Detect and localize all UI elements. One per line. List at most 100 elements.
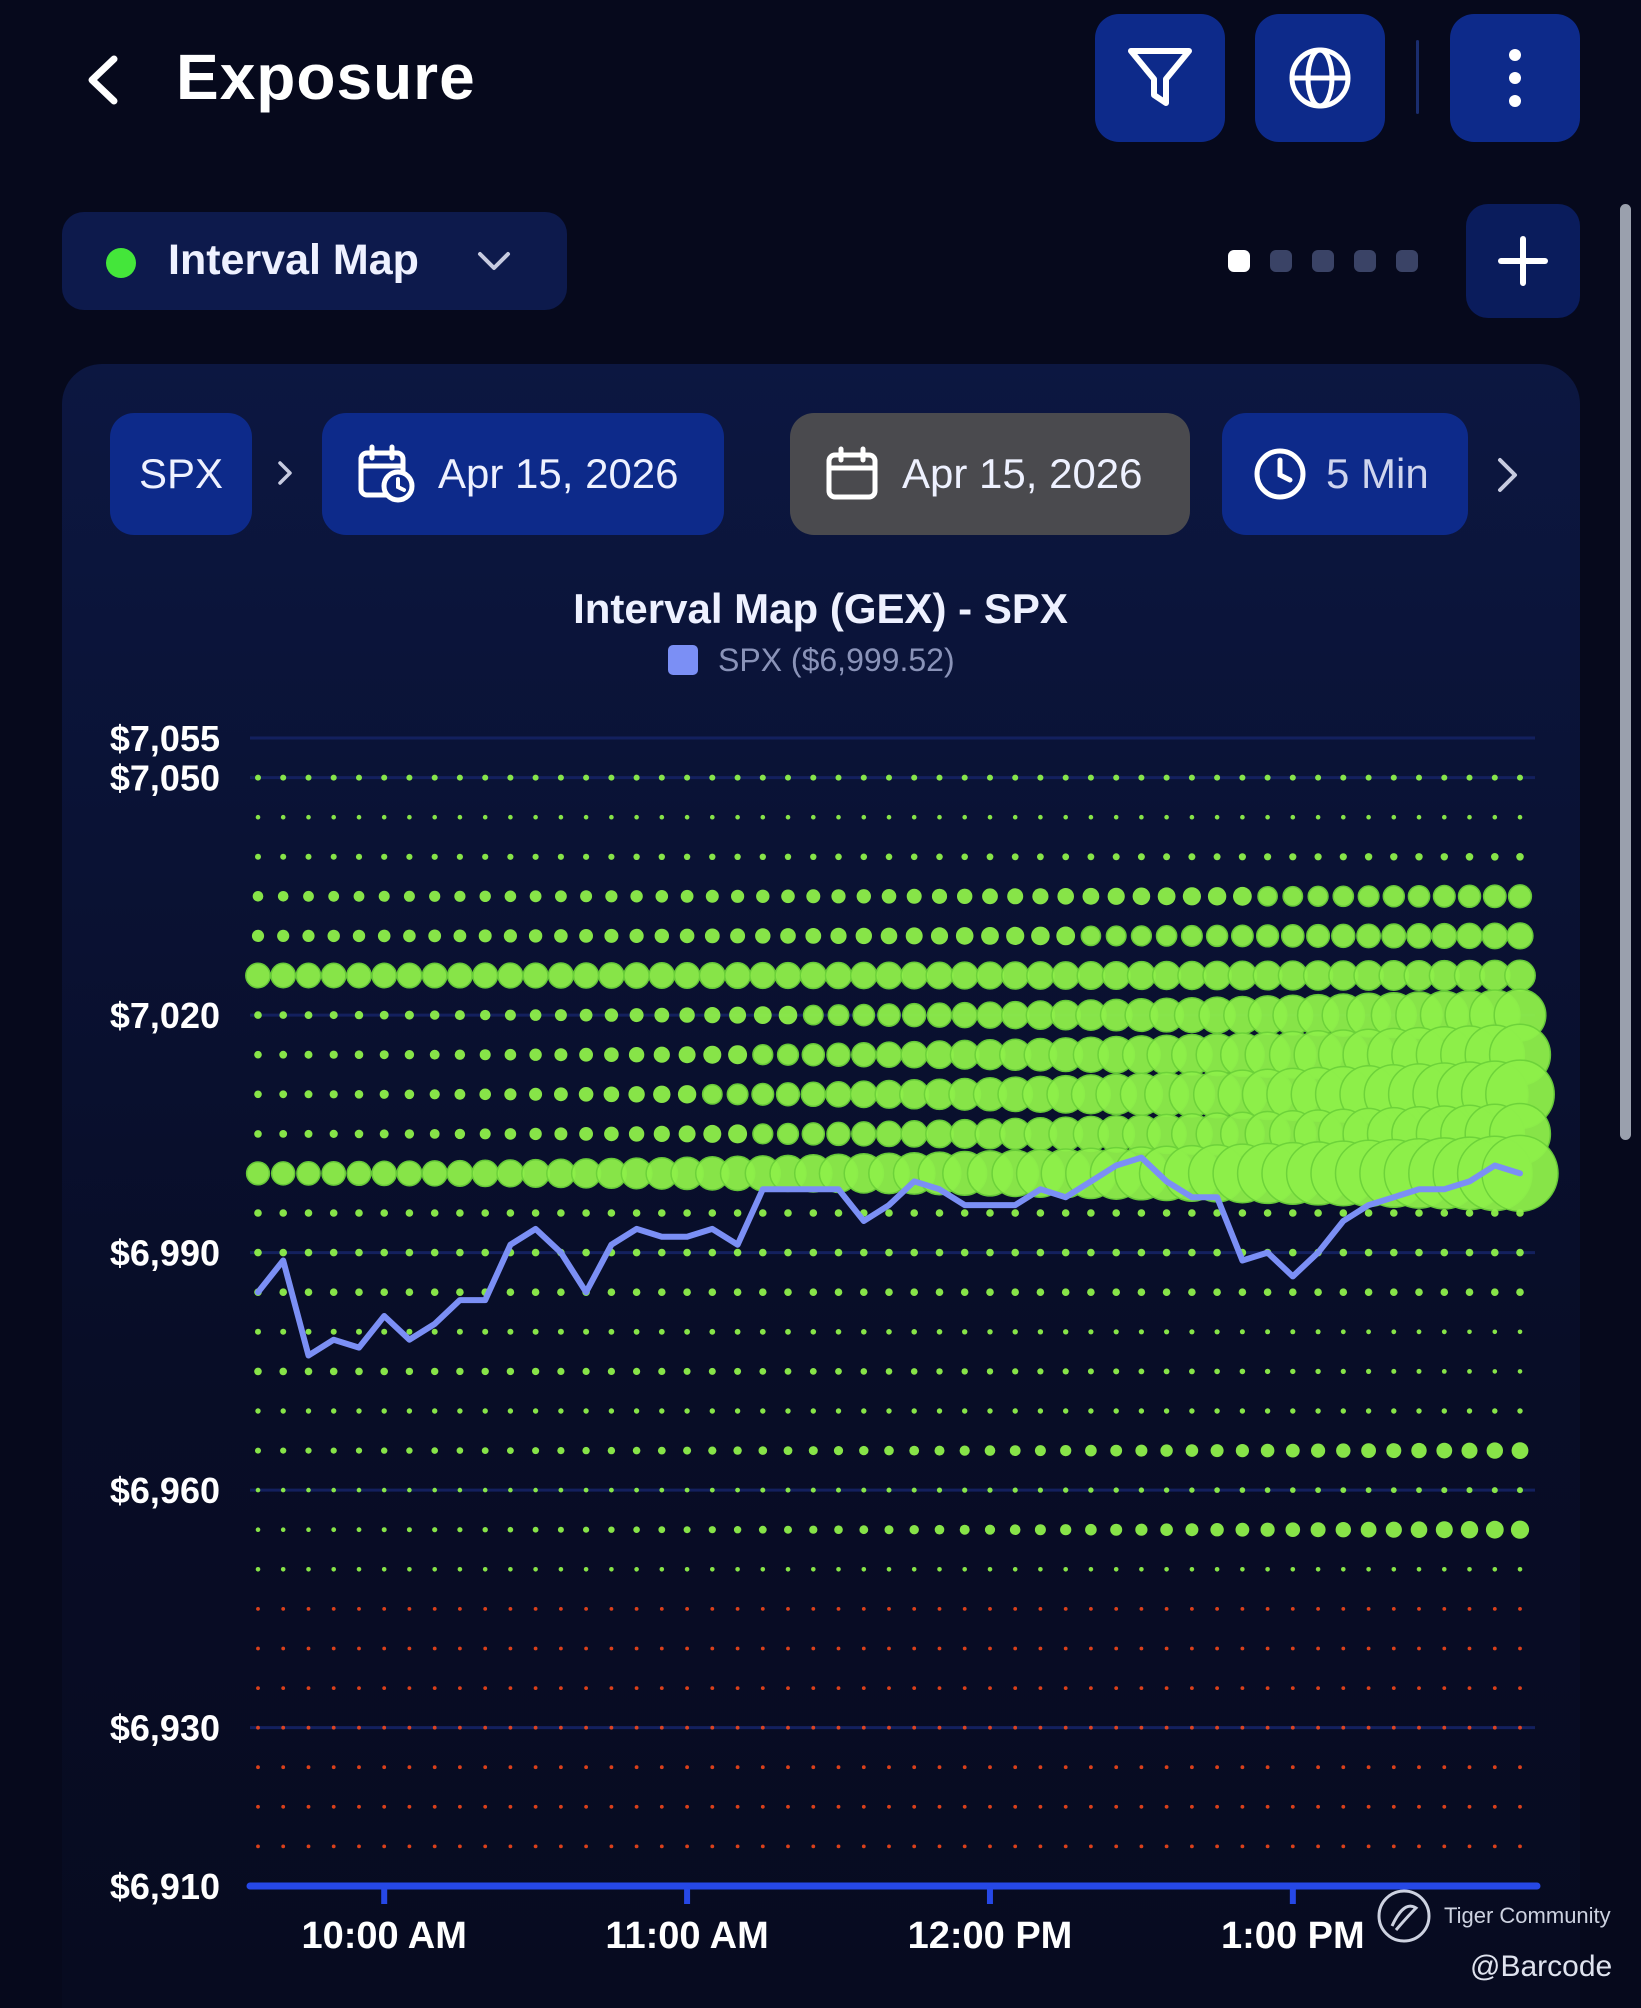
gex-bubble bbox=[584, 1646, 588, 1651]
gex-bubble bbox=[981, 927, 999, 945]
gex-bubble bbox=[1289, 1209, 1297, 1217]
gex-bubble bbox=[875, 961, 903, 990]
gex-bubble bbox=[1037, 1368, 1044, 1375]
page-dot[interactable] bbox=[1354, 250, 1376, 272]
start-date-chip[interactable]: Apr 15, 2026 bbox=[322, 413, 724, 535]
gex-bubble bbox=[875, 1120, 903, 1148]
gex-bubble bbox=[1164, 1686, 1169, 1690]
chevron-right-icon[interactable] bbox=[1490, 450, 1526, 500]
vertical-scrollbar[interactable] bbox=[1620, 204, 1631, 1140]
gex-bubble bbox=[1385, 1521, 1402, 1538]
gex-bubble bbox=[937, 814, 942, 820]
gex-bubble bbox=[482, 1527, 488, 1533]
gex-bubble bbox=[1213, 1209, 1221, 1217]
gex-bubble bbox=[1339, 1248, 1348, 1257]
gex-bubble bbox=[1062, 1368, 1069, 1375]
gex-bubble bbox=[1518, 1607, 1522, 1611]
filter-button[interactable] bbox=[1095, 14, 1225, 142]
gex-bubble bbox=[659, 1408, 665, 1414]
end-date-chip[interactable]: Apr 15, 2026 bbox=[790, 413, 1190, 535]
gex-bubble bbox=[1189, 814, 1195, 820]
gex-bubble bbox=[1063, 1567, 1068, 1572]
gex-bubble bbox=[679, 928, 695, 944]
gex-bubble bbox=[480, 1009, 491, 1021]
gex-bubble bbox=[784, 1288, 792, 1296]
gex-bubble bbox=[912, 1686, 917, 1690]
gex-bubble bbox=[1063, 1765, 1068, 1770]
gex-bubble bbox=[1213, 1248, 1221, 1257]
page-title: Exposure bbox=[176, 41, 476, 113]
gex-bubble bbox=[1013, 1725, 1018, 1730]
gex-bubble bbox=[912, 1844, 917, 1849]
gex-bubble bbox=[988, 1686, 992, 1690]
gex-bubble bbox=[987, 1567, 993, 1572]
gex-bubble bbox=[1263, 1288, 1272, 1296]
gex-bubble bbox=[1037, 1487, 1043, 1493]
symbol-chip[interactable]: SPX bbox=[110, 413, 252, 535]
gex-bubble bbox=[1110, 1444, 1123, 1457]
gex-bubble bbox=[1467, 1607, 1472, 1611]
gex-bubble bbox=[407, 1607, 412, 1611]
gex-bubble bbox=[950, 961, 979, 990]
gex-bubble bbox=[482, 853, 489, 860]
gex-bubble bbox=[331, 1607, 336, 1611]
gex-bubble bbox=[331, 1567, 337, 1572]
gex-bubble bbox=[988, 1646, 992, 1651]
gex-bubble bbox=[834, 1525, 843, 1534]
gex-bubble bbox=[1025, 1000, 1056, 1030]
gex-bubble bbox=[710, 1567, 715, 1572]
globe-button[interactable] bbox=[1255, 14, 1385, 142]
more-button[interactable] bbox=[1450, 14, 1580, 142]
gex-bubble bbox=[734, 1328, 741, 1335]
gex-bubble bbox=[1113, 774, 1120, 781]
gex-bubble bbox=[356, 1527, 362, 1533]
gex-bubble bbox=[836, 1765, 841, 1770]
gex-bubble bbox=[1227, 960, 1258, 991]
gex-bubble bbox=[479, 1128, 491, 1140]
gex-bubble bbox=[504, 1128, 517, 1140]
gex-bubble bbox=[431, 1367, 439, 1376]
gex-bubble bbox=[1331, 923, 1356, 949]
gex-bubble bbox=[887, 1686, 891, 1690]
chart-legend[interactable]: SPX ($6,999.52) bbox=[668, 642, 955, 678]
gex-bubble bbox=[454, 890, 466, 902]
page-dot[interactable] bbox=[1228, 250, 1250, 272]
back-button[interactable] bbox=[78, 45, 138, 115]
interval-chip[interactable]: 5 Min bbox=[1222, 413, 1468, 535]
gex-bubble bbox=[1189, 1567, 1195, 1572]
gex-bubble bbox=[1139, 1725, 1144, 1730]
page-dot[interactable] bbox=[1396, 250, 1418, 272]
page-dot[interactable] bbox=[1270, 250, 1292, 272]
gex-bubble bbox=[456, 853, 463, 860]
gex-bubble bbox=[1215, 1765, 1219, 1770]
gex-bubble bbox=[1063, 1646, 1068, 1651]
gex-bubble bbox=[1467, 1725, 1472, 1730]
gex-bubble bbox=[1157, 887, 1176, 906]
gex-bubble bbox=[634, 1686, 639, 1690]
gex-bubble bbox=[826, 1121, 851, 1147]
gex-bubble bbox=[684, 1328, 690, 1335]
gex-bubble bbox=[1061, 1248, 1070, 1257]
gex-bubble bbox=[1112, 1288, 1120, 1296]
gex-bubble bbox=[900, 961, 929, 990]
gex-bubble bbox=[1202, 960, 1232, 991]
gex-bubble bbox=[760, 1725, 765, 1730]
gex-bubble bbox=[760, 1844, 765, 1849]
gex-bubble bbox=[281, 1844, 286, 1849]
gex-bubble bbox=[1492, 1844, 1497, 1849]
gex-bubble bbox=[508, 1487, 513, 1493]
gex-bubble bbox=[634, 1765, 639, 1770]
gex-bubble bbox=[760, 1408, 766, 1414]
gex-bubble bbox=[825, 1080, 852, 1108]
gex-bubble bbox=[584, 1765, 588, 1770]
gex-bubble bbox=[1517, 774, 1523, 781]
gex-bubble bbox=[710, 814, 715, 820]
add-button[interactable] bbox=[1466, 204, 1580, 318]
gex-bubble bbox=[826, 1042, 851, 1067]
gex-bubble bbox=[483, 1686, 488, 1690]
gex-bubble bbox=[962, 1725, 967, 1730]
view-selector-dropdown[interactable]: Interval Map bbox=[62, 212, 567, 310]
page-dot[interactable] bbox=[1312, 250, 1334, 272]
gex-bubble bbox=[558, 1487, 564, 1493]
gex-bubble bbox=[811, 814, 816, 820]
